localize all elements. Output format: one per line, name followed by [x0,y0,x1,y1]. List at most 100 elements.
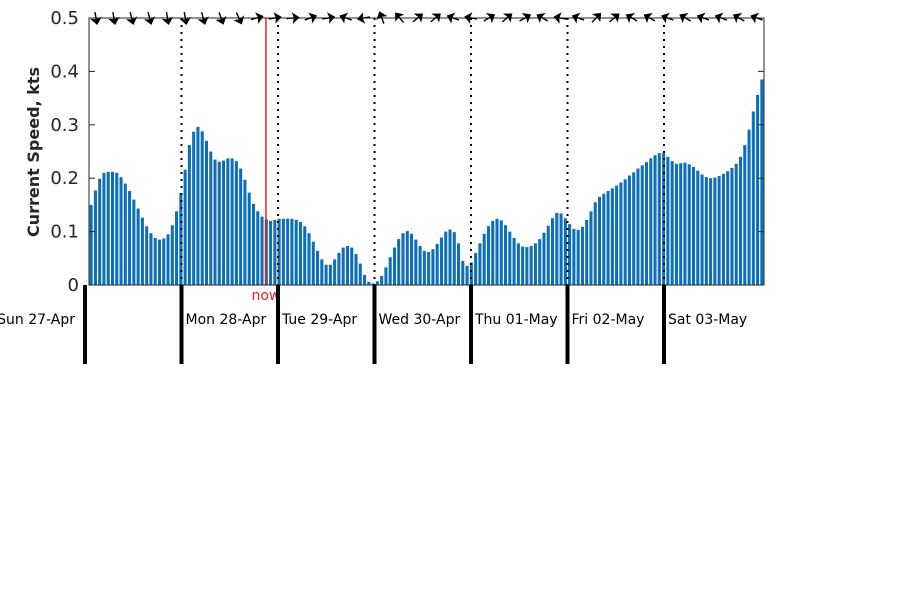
current-direction-arrow [143,12,156,25]
bar [392,247,396,285]
bar [269,220,273,285]
bar [469,262,473,285]
now-label: now [251,288,280,304]
bar [499,220,503,285]
arrow-shape [464,12,478,24]
bar [555,212,559,285]
bar [508,231,512,285]
current-direction-arrow [501,13,513,23]
bar [512,238,516,285]
bar [337,252,341,285]
current-direction-arrow [591,12,602,23]
arrow-shape [376,11,388,24]
bar [328,264,332,285]
arrow-shape [108,11,120,26]
bar [316,250,320,285]
bar [610,188,614,285]
current-direction-arrow [108,11,120,26]
current-direction-arrow [732,13,745,24]
bar [585,219,589,285]
current-direction-arrow [356,12,371,24]
bar [717,176,721,285]
day-label: Sat 03-May [668,312,747,328]
bar [593,202,597,285]
bar [516,243,520,285]
day-label: Wed 30-Apr [379,312,461,328]
bar [247,192,251,285]
bar [533,243,537,285]
direction-arrows [90,11,763,26]
day-label: Sun 27-Apr [0,312,75,328]
current-direction-arrow [536,13,549,24]
bar [345,246,350,285]
bar [333,259,337,285]
arrow-shape [553,12,567,24]
bar [311,241,315,285]
bar [196,126,200,285]
bar [636,168,640,285]
bar [388,257,392,285]
current-direction-arrow [215,12,227,25]
day-label: Tue 29-Apr [281,312,357,328]
bar [410,233,414,285]
bar [145,226,149,285]
bar [751,111,755,285]
bar [546,225,550,285]
current-direction-arrow [625,13,638,24]
arrow-shape [519,13,531,24]
bar [457,243,461,285]
bar [478,243,482,285]
bar [452,232,456,285]
current-direction-arrow [322,12,336,24]
bar [418,246,422,285]
arrow-shape [446,12,460,24]
current-direction-arrow [233,12,245,25]
bar [760,79,764,285]
current-direction-arrow [250,12,264,24]
bar [670,161,674,285]
current-direction-arrow [179,11,192,26]
bar [422,250,426,285]
arrow-shape [286,12,300,24]
current-direction-arrow [679,13,692,24]
bar [461,260,465,285]
arrow-shape [179,11,192,26]
bar [149,233,153,285]
bar [371,283,375,285]
current-direction-arrow [714,12,728,24]
bar [170,225,174,285]
bar [709,178,713,285]
bar [222,160,226,285]
bar [657,153,661,285]
bar [320,259,324,285]
bar [602,193,606,285]
arrow-shape [161,11,174,26]
bar [303,226,307,285]
arrow-shape [536,13,549,24]
arrow-shape [143,12,156,25]
y-tick-label: 0.1 [50,222,79,243]
bar [439,237,443,285]
arrow-shape [571,12,585,24]
bar [273,219,277,285]
bar [576,230,580,285]
bar [115,172,119,285]
bar [734,163,738,285]
bar [649,158,653,285]
arrow-shape [268,12,282,24]
bar [354,254,358,285]
bar [623,179,627,285]
bar [260,216,264,285]
bar [298,221,303,285]
day-label: Fri 02-May [572,312,645,328]
bar [324,264,328,285]
bar [504,225,508,285]
bar [597,196,602,285]
bars [89,79,764,286]
arrow-shape [625,13,638,24]
arrow-shape [322,12,336,24]
arrow-shape [356,12,371,24]
bar [213,159,217,285]
bar [653,155,657,285]
bar [704,177,708,285]
